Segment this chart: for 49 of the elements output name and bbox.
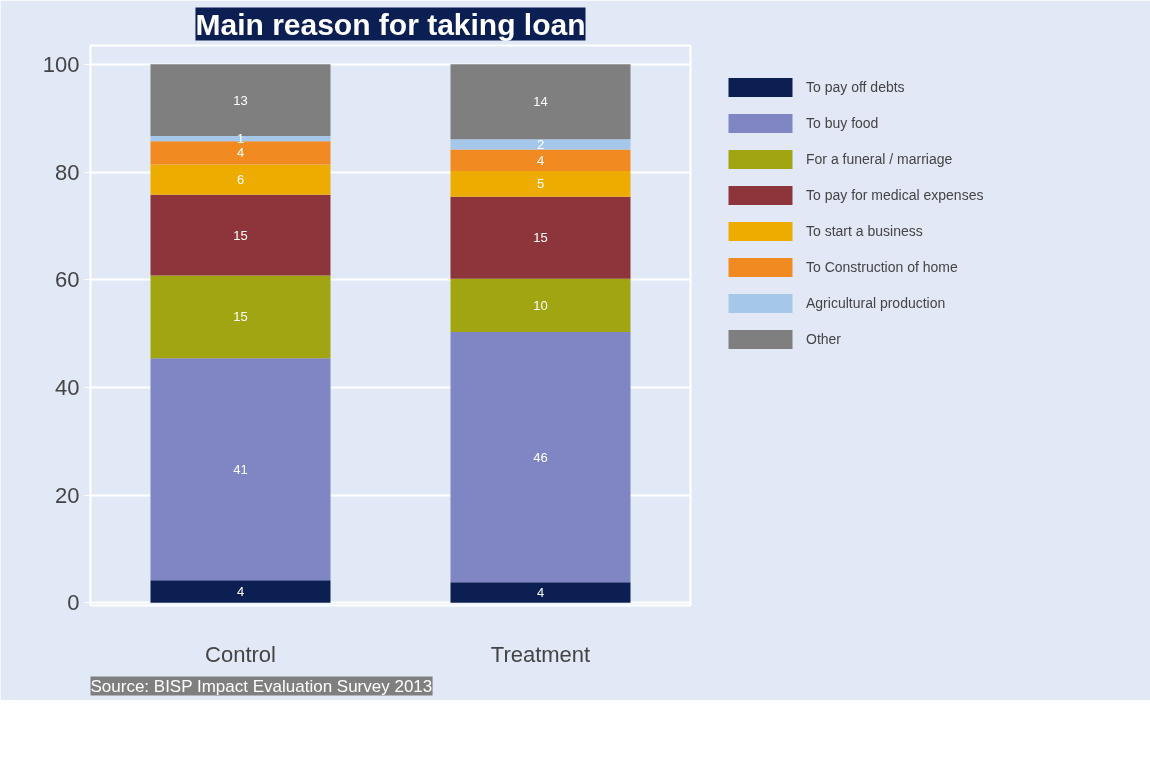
- data-label: 13: [233, 92, 248, 108]
- bar: [150, 64, 331, 136]
- data-label: 4: [236, 145, 245, 161]
- y-tick-label: 80: [55, 159, 80, 185]
- data-label: 6: [236, 172, 245, 188]
- bar: [450, 139, 631, 150]
- x-tick-label: Treatment: [490, 641, 591, 667]
- bar: [150, 580, 331, 603]
- y-tick-label: 0: [67, 590, 80, 616]
- bar: [150, 164, 331, 195]
- bar: [450, 331, 631, 583]
- data-label: 4: [236, 584, 245, 599]
- data-label: 15: [233, 227, 248, 243]
- y-tick-label: 20: [55, 482, 80, 508]
- legend-label: To buy food: [806, 115, 879, 131]
- source-note: Source: BISP Impact Evaluation Survey 2013: [90, 676, 433, 696]
- bar: [150, 194, 331, 276]
- data-label: 10: [533, 297, 548, 313]
- legend-label: Agricultural production: [806, 295, 946, 311]
- bar: [450, 278, 631, 332]
- data-label: 4: [536, 585, 545, 601]
- legend-label: To pay off debts: [806, 79, 905, 95]
- bar: [450, 582, 631, 603]
- bar: [450, 196, 631, 279]
- y-tick-label: 60: [55, 267, 80, 293]
- y-tick-label: 40: [55, 374, 80, 400]
- data-label: 4: [536, 152, 545, 168]
- data-label: 41: [233, 461, 248, 477]
- legend-label: To Construction of home: [806, 259, 958, 275]
- data-label: 15: [533, 230, 548, 246]
- data-label: 5: [536, 176, 545, 192]
- bar: [150, 141, 331, 165]
- legend-label: To start a business: [806, 223, 923, 239]
- bar: [450, 64, 631, 140]
- bar: [150, 358, 331, 581]
- chart-title: Main reason for taking loan: [195, 7, 586, 41]
- bar: [450, 149, 631, 171]
- legend-label: Other: [806, 331, 842, 347]
- data-label: 14: [533, 94, 548, 110]
- data-label: 2: [536, 136, 545, 152]
- bar: [150, 135, 331, 142]
- bar: [450, 170, 631, 197]
- legend-label: To pay for medical expenses: [806, 187, 984, 203]
- bar: [150, 275, 331, 359]
- legend-label: For a funeral / marriage: [806, 151, 953, 167]
- y-tick-label: 100: [42, 51, 80, 77]
- data-label: 15: [233, 309, 248, 325]
- x-tick-label: Control: [205, 641, 276, 667]
- data-label: 46: [533, 449, 548, 465]
